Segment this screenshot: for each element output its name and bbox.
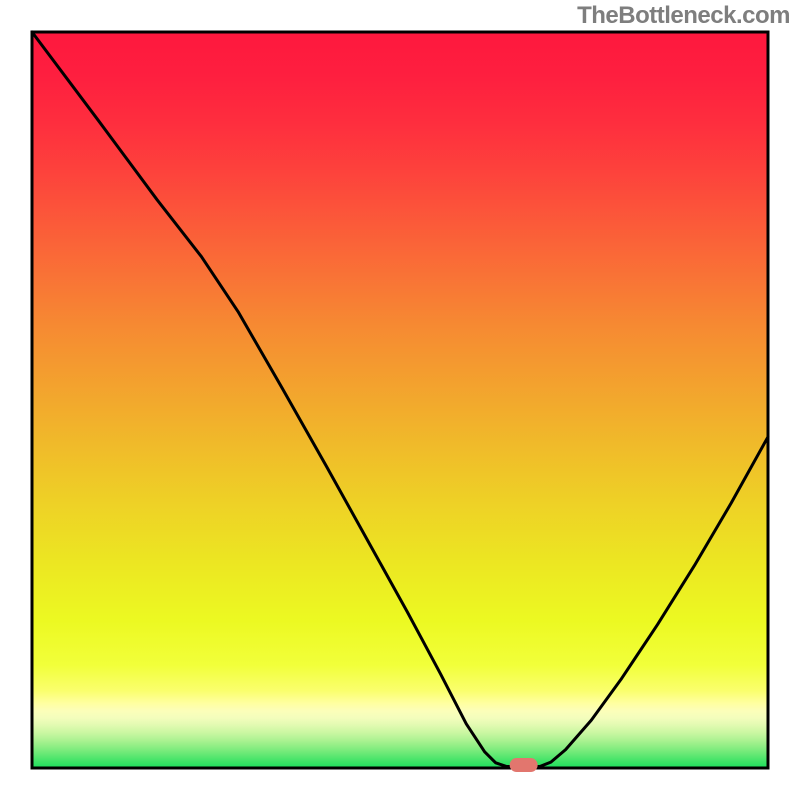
optimal-marker xyxy=(510,758,538,772)
chart-container: TheBottleneck.com xyxy=(0,0,800,800)
watermark-text: TheBottleneck.com xyxy=(577,2,790,30)
bottleneck-chart xyxy=(0,0,800,800)
chart-background xyxy=(32,32,768,768)
